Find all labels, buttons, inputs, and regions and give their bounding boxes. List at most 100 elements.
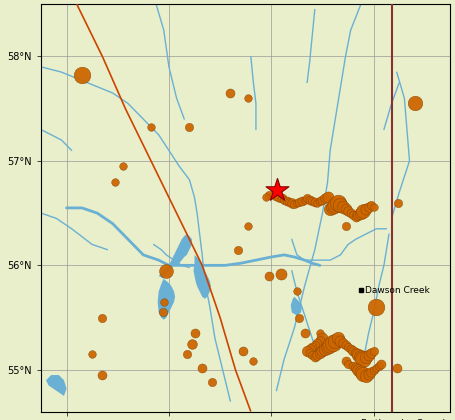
Point xyxy=(365,204,372,210)
Point xyxy=(198,365,206,371)
Point xyxy=(329,204,336,210)
Point xyxy=(306,350,313,357)
Point xyxy=(332,337,339,344)
Point xyxy=(273,193,280,200)
Point xyxy=(277,270,284,277)
Point xyxy=(352,350,359,357)
Point xyxy=(321,346,329,352)
Point xyxy=(160,299,167,305)
Point xyxy=(99,372,106,378)
Point xyxy=(245,222,252,229)
Point xyxy=(308,197,316,204)
Point xyxy=(375,362,382,369)
Point xyxy=(303,195,311,202)
Point xyxy=(314,200,321,206)
Point xyxy=(78,72,86,79)
Point xyxy=(347,210,354,216)
Point xyxy=(355,367,362,373)
Point xyxy=(352,214,359,220)
Point xyxy=(188,340,196,347)
Polygon shape xyxy=(158,234,192,320)
Point xyxy=(227,89,234,96)
Point xyxy=(274,187,281,194)
Point xyxy=(308,344,316,350)
Polygon shape xyxy=(46,375,66,396)
Point xyxy=(344,344,352,350)
Point xyxy=(355,212,362,218)
Point xyxy=(280,196,288,203)
Point xyxy=(119,163,126,170)
Point xyxy=(332,202,339,208)
Point xyxy=(296,314,303,321)
Point xyxy=(298,197,306,204)
Point xyxy=(311,198,318,205)
Point xyxy=(365,370,372,377)
Point xyxy=(337,337,344,344)
Point xyxy=(301,330,308,336)
Point xyxy=(342,205,349,212)
Point xyxy=(349,362,357,369)
Point xyxy=(250,358,257,365)
Point xyxy=(342,358,349,365)
Point xyxy=(265,192,273,199)
Point xyxy=(147,124,155,131)
Point xyxy=(378,360,385,367)
Point xyxy=(306,346,313,352)
Text: Dawson Creek: Dawson Creek xyxy=(365,286,430,295)
Point xyxy=(283,197,290,204)
Point xyxy=(183,351,191,357)
Point xyxy=(275,194,283,201)
Point xyxy=(314,339,321,346)
Point xyxy=(362,373,369,379)
Point xyxy=(293,200,300,206)
Point xyxy=(349,348,357,354)
Point xyxy=(288,200,295,206)
Point xyxy=(344,207,352,214)
Point xyxy=(357,210,364,216)
Point xyxy=(163,267,170,274)
Point xyxy=(245,95,252,102)
Point xyxy=(373,304,380,310)
Point xyxy=(311,341,318,348)
Point xyxy=(314,352,321,359)
Point xyxy=(111,178,119,185)
Point xyxy=(339,204,347,210)
Point xyxy=(368,202,375,208)
Point xyxy=(319,196,326,203)
Point xyxy=(159,309,167,316)
Point xyxy=(270,191,278,198)
Point xyxy=(293,288,300,295)
Point xyxy=(368,368,375,375)
Point xyxy=(327,205,334,212)
Point xyxy=(342,222,349,229)
Point xyxy=(355,352,362,359)
Point xyxy=(239,348,247,354)
Point xyxy=(316,337,324,344)
Point xyxy=(291,200,298,207)
Point xyxy=(373,365,380,371)
Point xyxy=(316,197,324,204)
Point xyxy=(306,196,313,203)
Point xyxy=(337,202,344,208)
Point xyxy=(265,273,273,279)
Point xyxy=(342,341,349,348)
Point xyxy=(334,200,341,206)
Point xyxy=(303,348,311,354)
Point xyxy=(99,314,106,321)
Point xyxy=(357,354,364,361)
Point xyxy=(365,352,372,359)
Point xyxy=(334,335,341,342)
Polygon shape xyxy=(193,255,211,299)
Point xyxy=(186,124,193,131)
Point xyxy=(296,198,303,205)
Point xyxy=(324,344,331,350)
Point xyxy=(370,204,377,210)
Point xyxy=(191,330,198,336)
Point xyxy=(362,205,369,212)
Point xyxy=(393,365,400,371)
Point xyxy=(370,367,377,373)
Point xyxy=(329,339,336,346)
Point xyxy=(411,100,418,107)
Point xyxy=(360,207,367,214)
Point xyxy=(324,194,331,201)
